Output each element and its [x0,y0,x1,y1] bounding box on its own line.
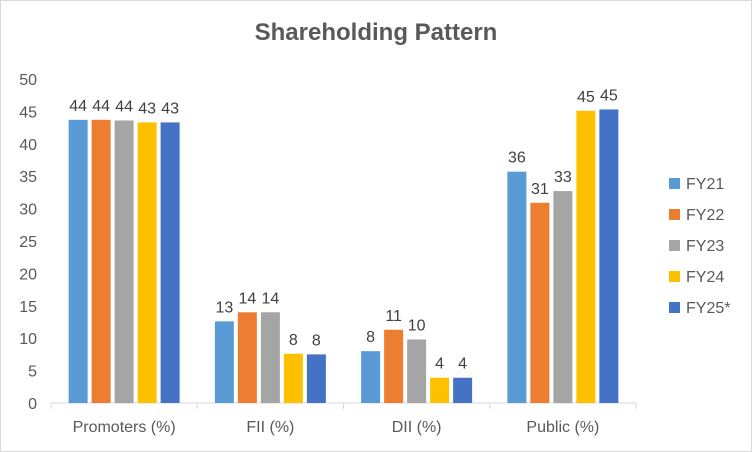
data-label: 43 [138,100,156,117]
data-label: 44 [69,98,87,115]
data-label: 13 [215,299,233,316]
y-tick-label: 15 [19,299,37,316]
y-tick-label: 20 [19,266,37,283]
data-label: 8 [289,332,298,349]
y-tick-label: 30 [19,202,37,219]
bar [407,339,427,403]
bar [306,354,326,403]
data-label: 44 [92,98,110,115]
y-tick-label: 0 [28,396,37,413]
y-tick-label: 35 [19,169,37,186]
y-tick-label: 50 [19,72,37,89]
y-tick-label: 45 [19,104,37,121]
y-tick-label: 40 [19,137,37,154]
data-label: 11 [385,308,402,325]
data-label: 14 [261,290,279,307]
data-label: 44 [115,98,133,115]
bar [91,119,111,403]
legend-swatch [669,209,680,220]
bar [160,122,180,403]
bar [507,171,527,403]
bar [599,109,619,404]
bar [453,377,473,403]
legend-label: FY21 [686,176,724,193]
bar [283,353,303,403]
bar [576,110,596,403]
x-tick-label: FII (%) [246,419,294,436]
data-label: 43 [161,100,179,117]
x-tick-label: Public (%) [526,419,599,436]
y-tick-label: 10 [19,331,37,348]
bar [553,191,573,403]
data-label: 8 [366,329,375,346]
bar [237,312,257,403]
data-label: 10 [408,317,426,334]
legend-swatch [669,240,680,251]
x-tick-label: DII (%) [392,419,442,436]
y-tick-label: 5 [28,364,37,381]
legend-swatch [669,178,680,189]
bar [114,120,134,404]
legend-label: FY24 [686,269,724,286]
bar [530,202,550,403]
legend-swatch [669,271,680,282]
y-tick-label: 25 [19,234,37,251]
data-label: 8 [312,332,321,349]
data-label: 45 [600,87,618,104]
bar [214,321,234,403]
bar [137,122,157,403]
bar [260,312,280,403]
legend-label: FY23 [686,238,724,255]
data-label: 33 [554,169,572,186]
data-label: 4 [458,356,467,373]
x-tick-label: Promoters (%) [73,419,176,436]
data-label: 31 [531,181,549,198]
bar [68,119,88,403]
data-label: 36 [508,150,526,167]
bar [361,351,381,403]
legend-label: FY25* [686,300,730,317]
chart-title: Shareholding Pattern [254,19,498,46]
bar [384,329,404,403]
data-label: 14 [238,290,256,307]
legend-label: FY22 [686,207,724,224]
data-label: 4 [435,356,444,373]
legend-swatch [669,302,680,313]
data-label: 45 [577,89,595,106]
bar [430,377,450,403]
